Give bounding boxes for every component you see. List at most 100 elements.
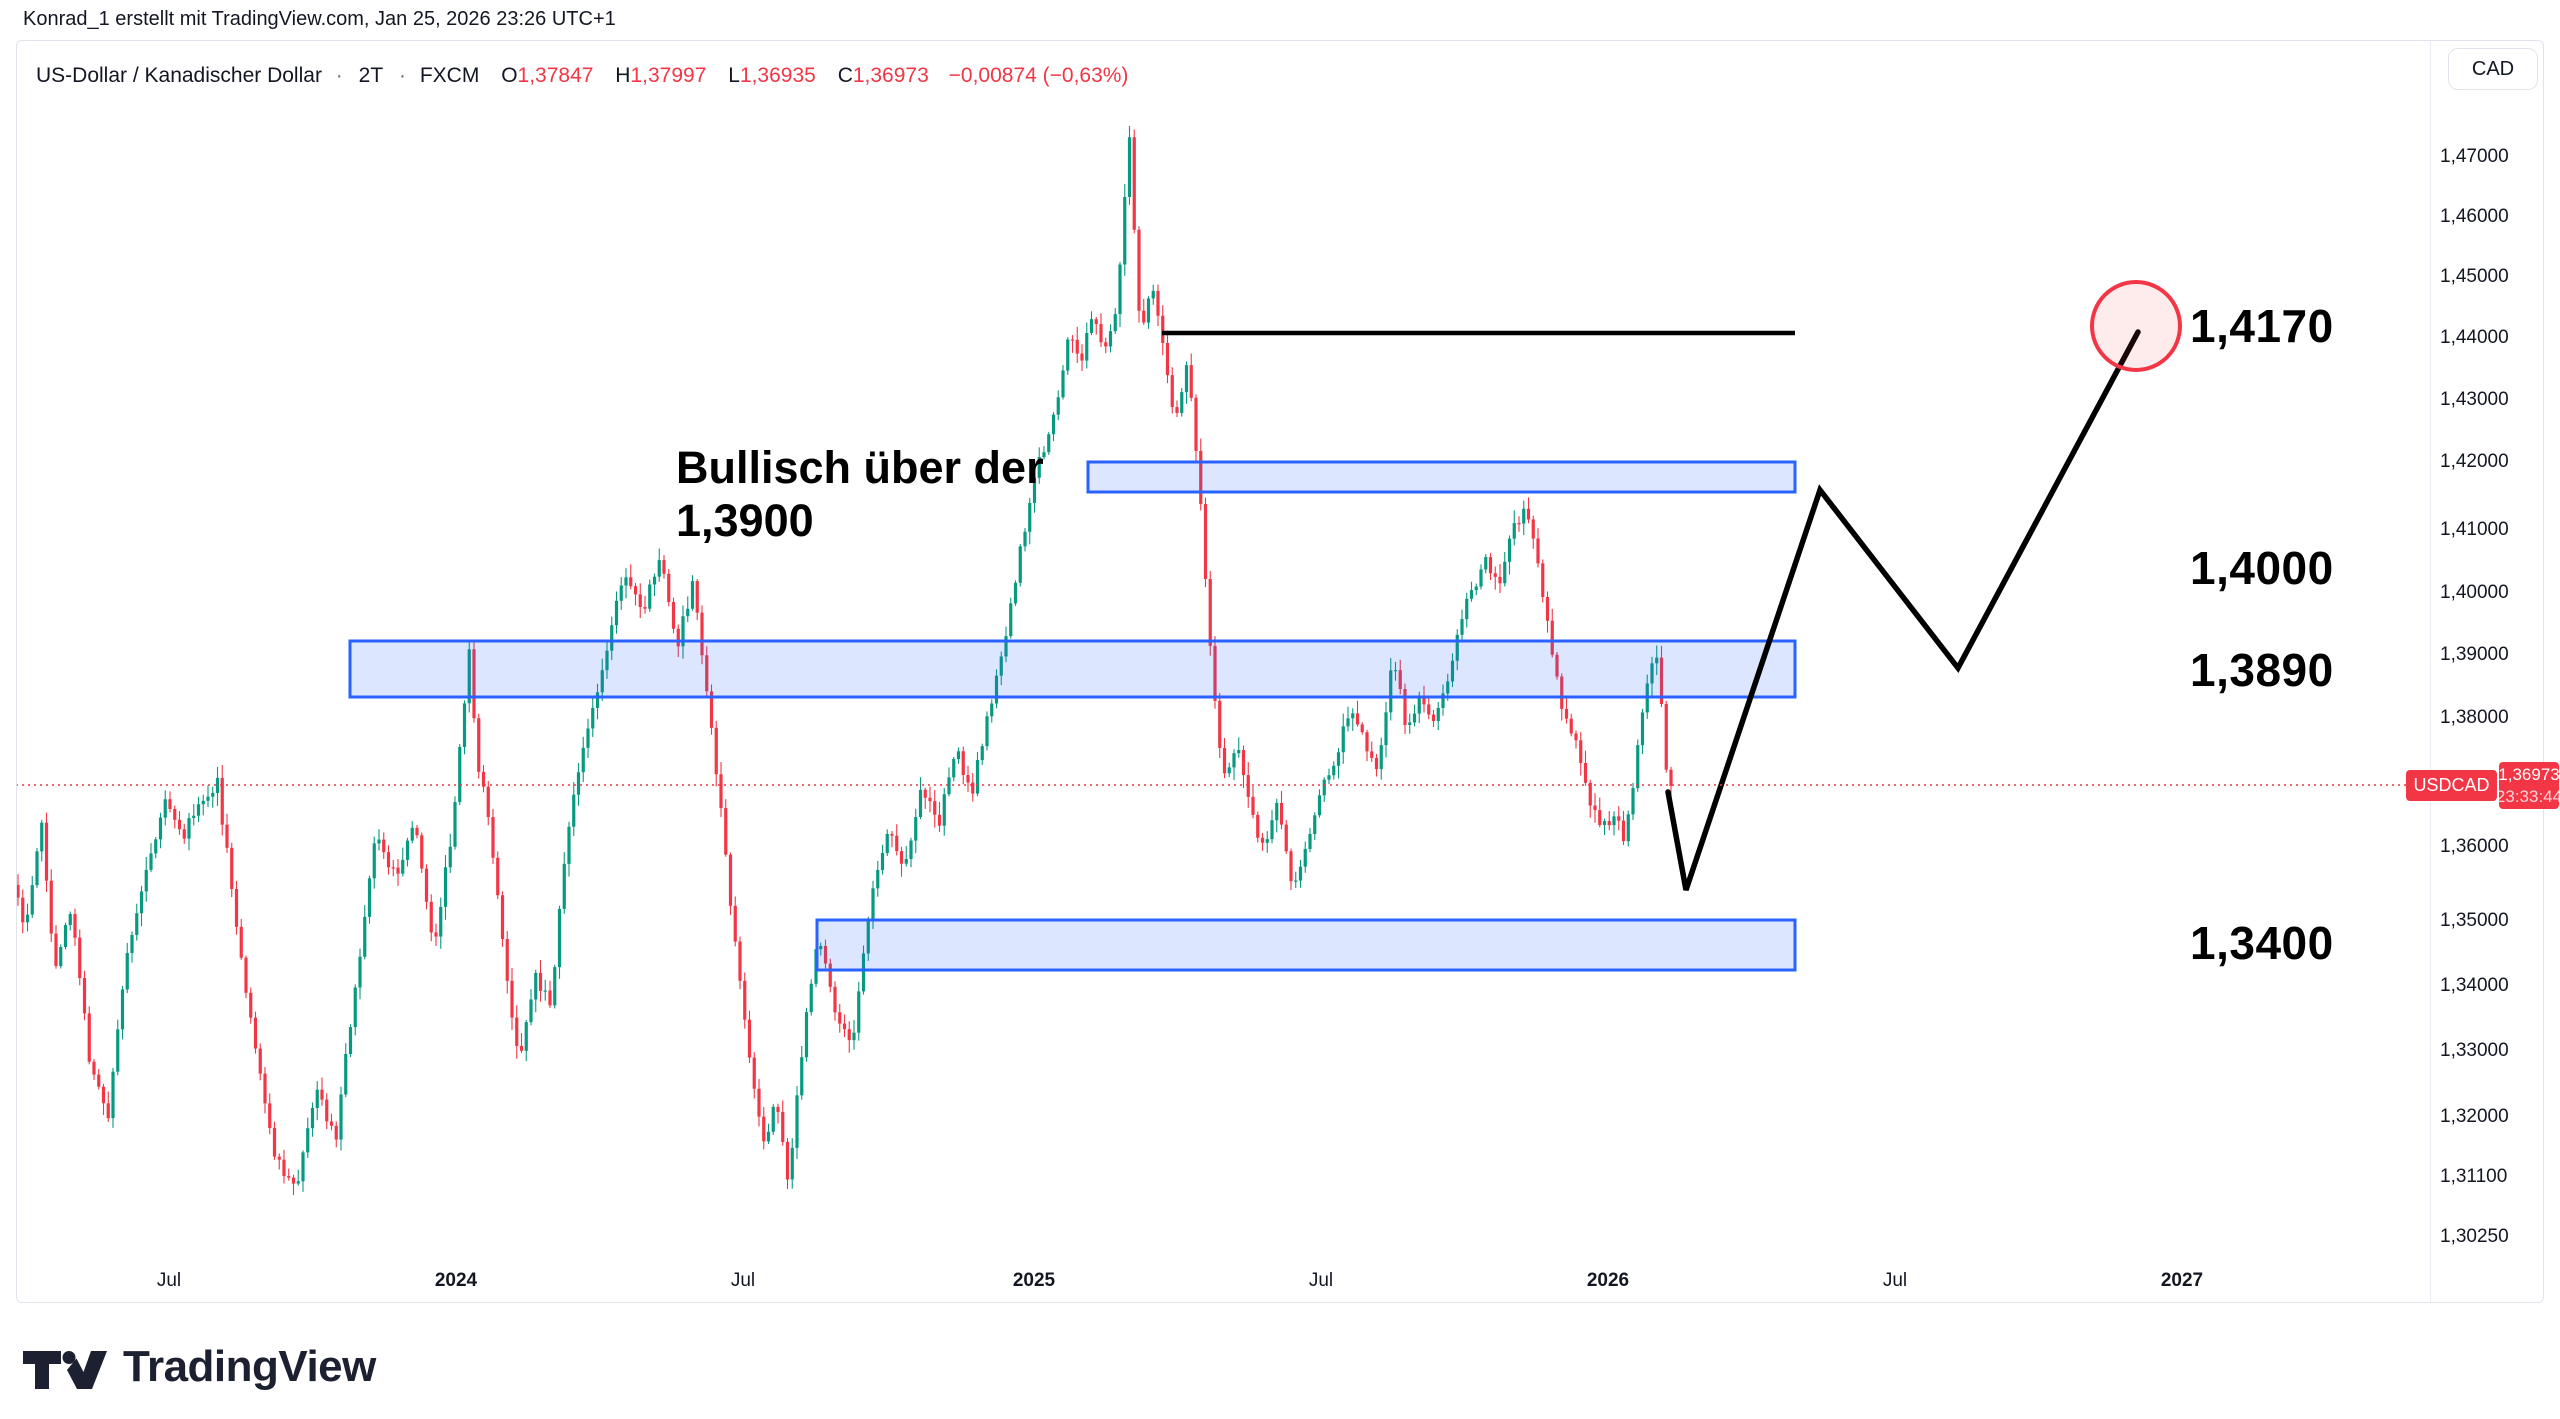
candle [1536,528,1540,568]
tradingview-logo[interactable]: TradingView [23,1342,376,1392]
candle [747,1010,752,1063]
candle [1332,761,1336,780]
candle [1289,848,1293,891]
candle [458,744,462,806]
price-level-label[interactable]: 1,4170 [2190,300,2334,352]
chart-legend[interactable]: US-Dollar / Kanadischer Dollar · 2T · FX… [36,64,1128,88]
candle [1032,465,1037,513]
projection-zigzag-line[interactable] [1665,329,2141,891]
candle [800,1046,804,1100]
candle [491,808,495,864]
supply-demand-zone-box[interactable] [1086,460,1797,494]
candle [1355,700,1360,727]
candle [842,1014,847,1038]
candle [1631,782,1635,821]
candle [135,903,139,941]
candle [1066,337,1070,375]
candle [1047,431,1051,455]
price-level-label[interactable]: 1,3400 [2190,917,2334,969]
candle [690,575,695,611]
ohlc-open-value: 1,37847 [517,64,594,87]
candle [282,1149,286,1184]
candle [1104,337,1108,354]
candle [310,1102,315,1137]
candle [1070,335,1075,353]
price-level-label[interactable]: 1,3890 [2190,644,2334,696]
candle [766,1123,771,1145]
candle [576,763,581,806]
candle [681,605,685,659]
candle [1393,661,1398,681]
time-axis-label: Jul [1308,1270,1334,1291]
candle [1598,797,1602,828]
candle [1303,841,1307,873]
candle [25,903,30,932]
candle [1336,747,1341,779]
candle [567,821,571,877]
candle [396,859,400,886]
candle [1484,554,1488,574]
candle [462,700,467,755]
candle [1650,656,1654,696]
candle [496,851,500,900]
candle [1265,831,1269,853]
time-axis-label: Jul [1882,1270,1908,1291]
candle [1170,367,1174,414]
symbol-price-pill[interactable]: USDCAD [2406,770,2497,801]
candle [757,1078,761,1127]
candle [795,1086,799,1160]
candle [92,1059,96,1081]
candle [1436,701,1440,731]
candle [1151,284,1155,305]
candle [1517,516,1521,532]
supply-demand-zone-box[interactable] [348,639,1797,699]
candle [325,1093,329,1130]
current-price-badge[interactable]: 1,36973 23:33:44 [2496,762,2560,809]
ohlc-high-key: H [615,64,631,87]
candle [975,751,980,797]
price-level-label[interactable]: 1,4000 [2190,542,2334,594]
candle [529,989,533,1026]
candle [1085,322,1089,369]
candle [353,984,357,1036]
candle [1612,811,1616,836]
target-circle[interactable] [2090,280,2182,372]
symbol-title[interactable]: US-Dollar / Kanadischer Dollar [36,64,322,87]
candle [999,651,1003,686]
supply-demand-zone-box[interactable] [815,918,1797,972]
candle [719,762,723,817]
bullish-note[interactable]: Bullisch über der 1,3900 [676,441,1044,547]
currency-button[interactable]: CAD [2448,48,2538,90]
candle [35,848,39,888]
candle [1080,344,1084,372]
candle [695,579,699,620]
candle [158,812,163,849]
time-axis-label: Jul [156,1270,182,1291]
candle [1322,777,1326,802]
candle [1588,779,1592,818]
candle [201,794,205,816]
candle [838,1003,842,1033]
exchange-label[interactable]: FXCM [419,64,480,87]
candle [543,979,547,1001]
candle [733,896,737,947]
candle [1094,317,1098,335]
candle [1037,447,1041,484]
candle [762,1107,766,1150]
candle [657,548,661,582]
candle [424,864,429,910]
time-axis-label: 2025 [1012,1270,1056,1291]
candle [187,812,191,851]
ohlc-close-value: 1,36973 [852,64,929,87]
candle [1602,818,1607,836]
price-axis-label: 1,32000 [2440,1106,2509,1127]
candle [377,829,381,851]
candle [1522,500,1526,536]
price-axis-label: 1,38000 [2440,707,2509,728]
candle [1284,819,1288,854]
interval-label[interactable]: 2T [358,64,384,87]
price-axis-label: 1,46000 [2440,206,2509,227]
candle [1237,737,1241,758]
